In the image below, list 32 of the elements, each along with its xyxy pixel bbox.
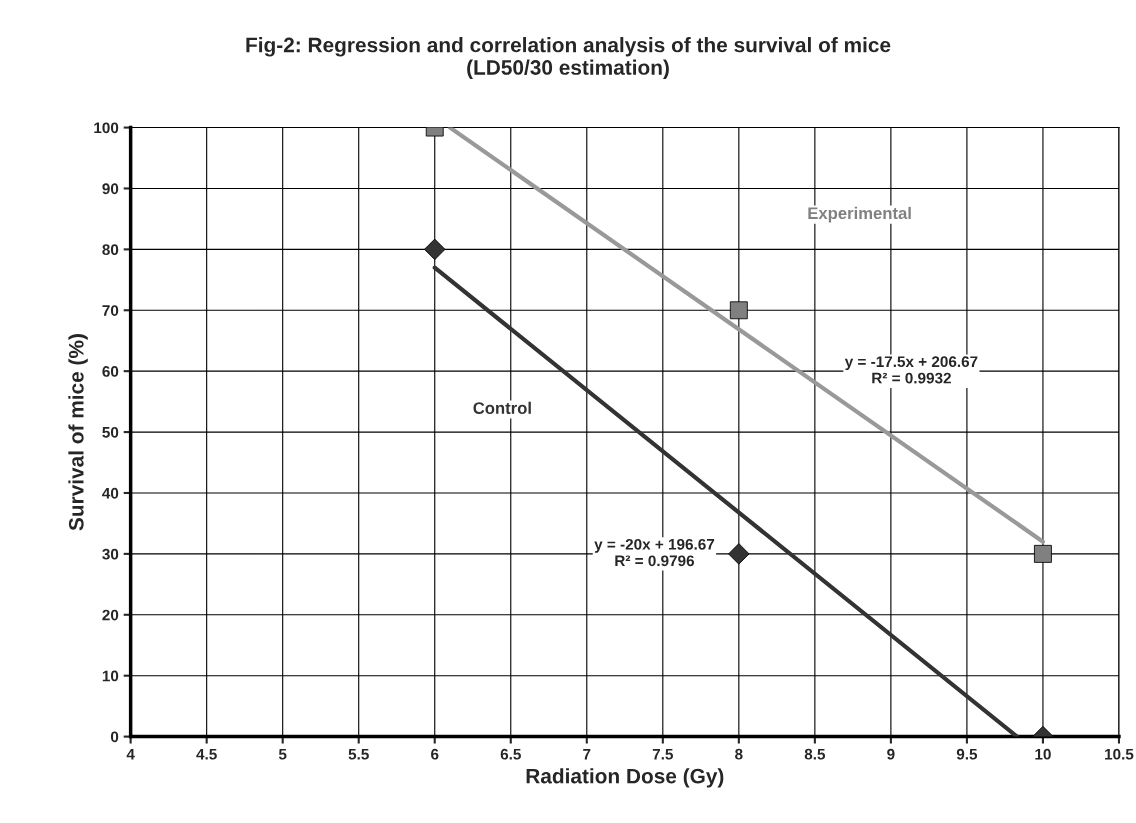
x-tick-label: 6: [431, 748, 439, 760]
y-axis-title: Survival of mice (%): [68, 334, 88, 531]
y-tick-label: 40: [102, 487, 119, 499]
x-tick-label: 9: [887, 748, 895, 760]
annotation: y = -20x + 196.67 R² = 0.9796: [594, 538, 715, 567]
text: Control: [473, 401, 531, 414]
y-tick-label: 100: [94, 122, 119, 134]
x-tick-label: 7.5: [652, 748, 674, 760]
x-tick-label: 8: [735, 748, 743, 760]
x-tick-label: 8.5: [804, 748, 826, 760]
y-tick-label: 20: [102, 609, 119, 621]
x-tick-label: 4: [126, 748, 135, 760]
text: Experimental: [808, 206, 911, 223]
y-tick-label: 70: [102, 305, 119, 316]
y-tick-label: 10: [102, 670, 119, 682]
x-axis-title: Radiation Dose (Gy): [526, 768, 724, 788]
y-tick-label: 80: [102, 244, 119, 256]
y-tick-label: 50: [102, 426, 119, 438]
x-tick-label: 6.5: [500, 748, 521, 760]
y-tick-label: 0: [110, 731, 119, 743]
x-tick-label: 9.5: [956, 748, 978, 760]
x-tick-label: 10.5: [1105, 748, 1134, 760]
y-tick-label: 60: [102, 366, 119, 377]
x-tick-label: 5: [278, 748, 287, 760]
x-tick-label: 7: [583, 748, 591, 760]
y-tick-label: 30: [102, 548, 119, 560]
annotation: y = -17.5x + 206.67 R² = 0.9932: [844, 356, 978, 384]
x-tick-label: 10: [1035, 748, 1051, 760]
x-tick-label: 5.5: [348, 748, 369, 760]
x-tick-label: 4.5: [196, 748, 217, 760]
chart-title: Fig-2: Regression and correlation analysis of the survival of mice (LD50/30 estimation): [246, 37, 891, 79]
y-tick-label: 90: [102, 183, 119, 195]
